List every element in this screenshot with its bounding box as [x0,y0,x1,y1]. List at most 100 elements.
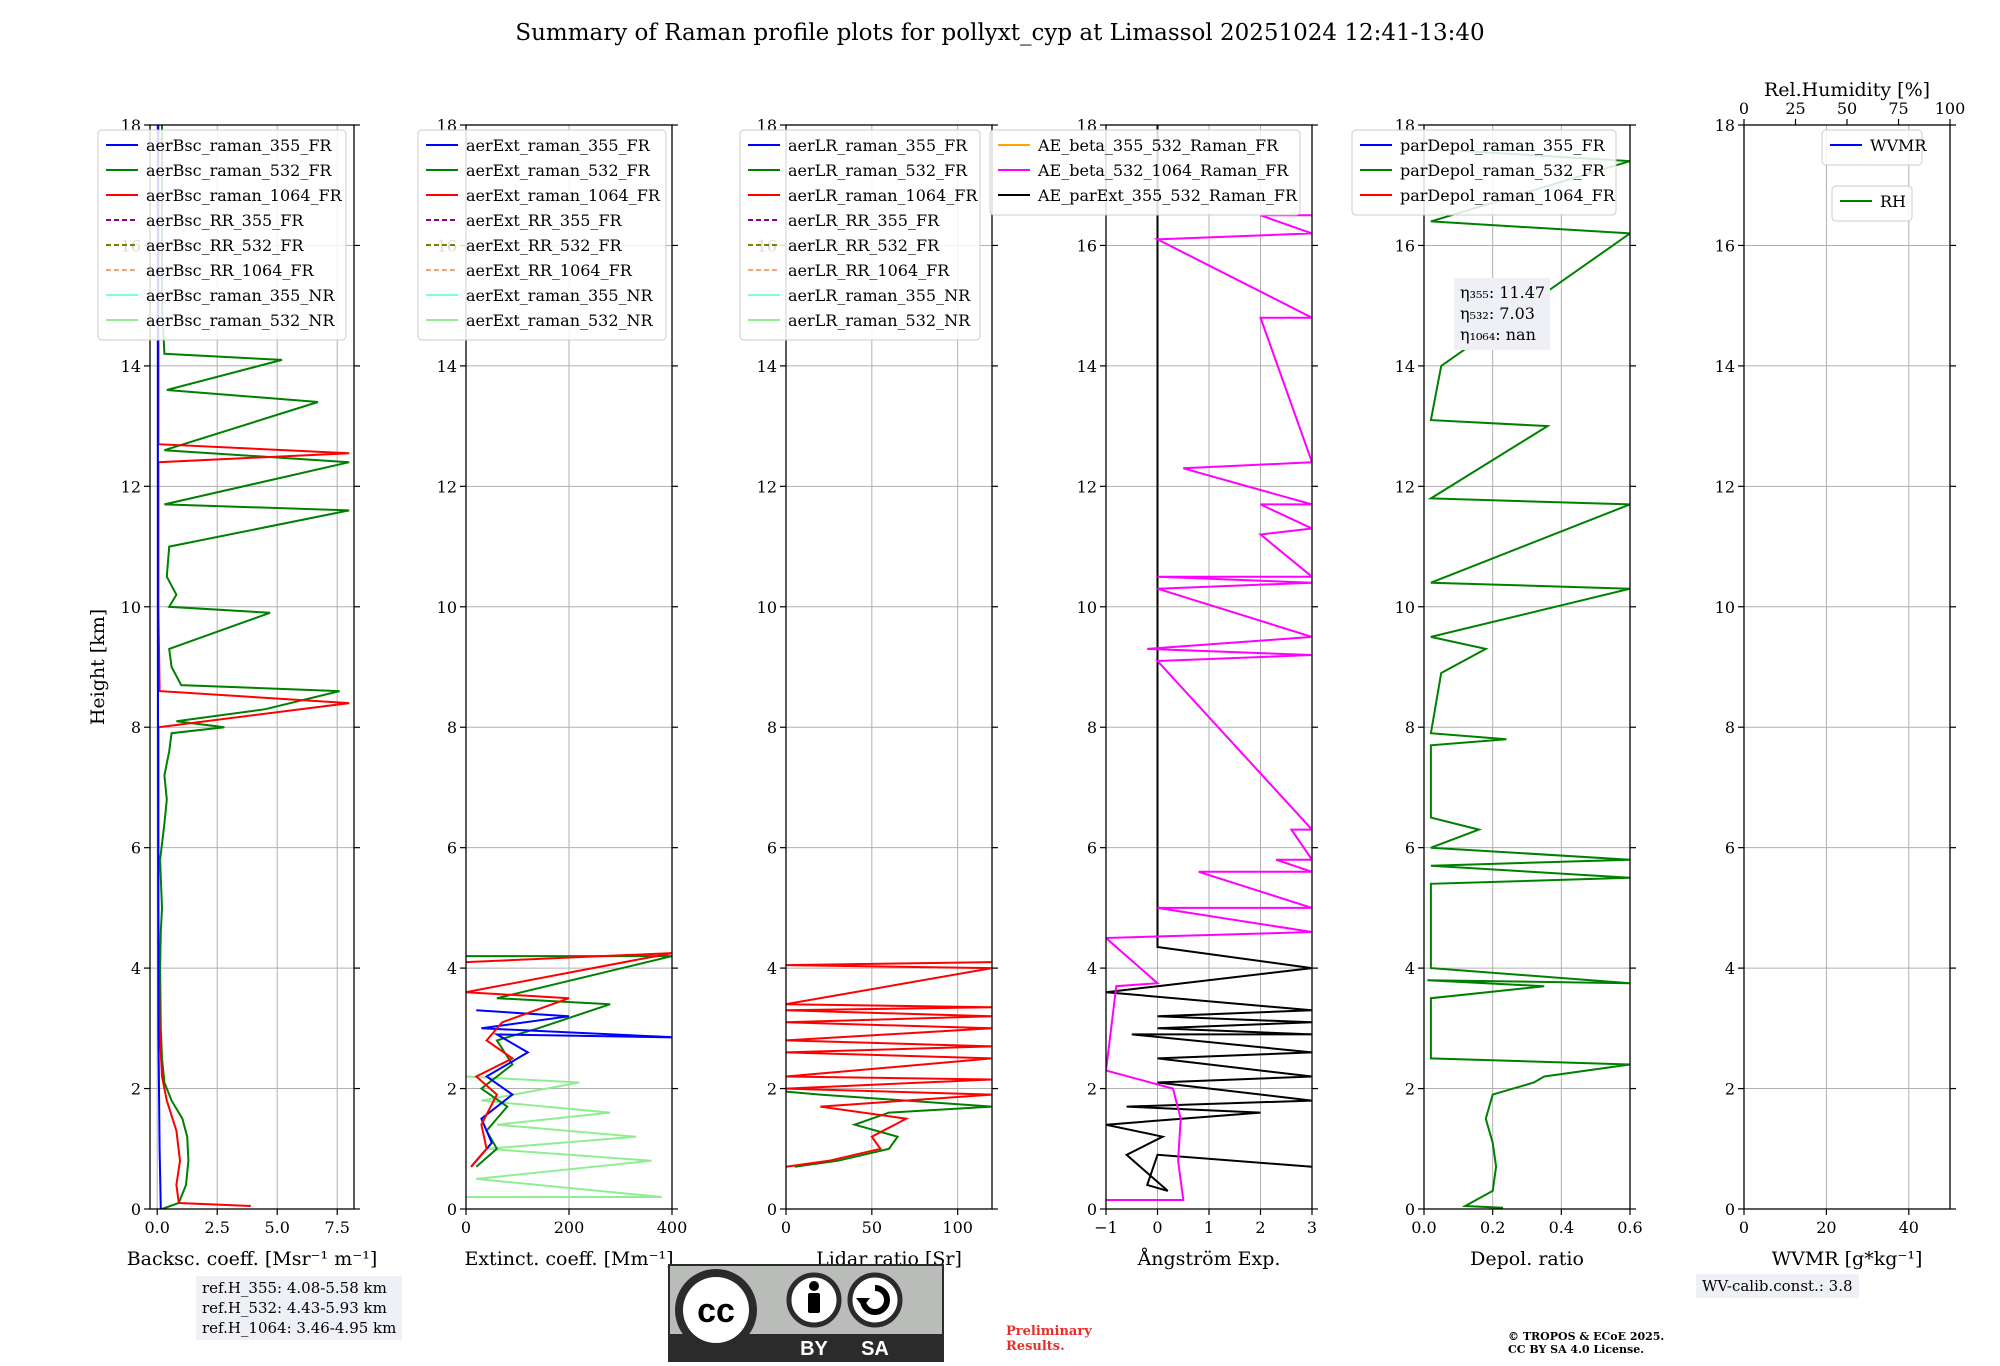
top-x-tick-label: 100 [1935,99,1966,118]
x-tick-label: 7.5 [324,1218,349,1237]
legend-box [97,129,347,341]
y-tick-label: 2 [1405,1080,1415,1099]
y-tick-label: 2 [447,1080,457,1099]
y-tick-label: 2 [1725,1080,1735,1099]
y-tick-label: 10 [121,598,141,617]
panel-lidar_ratio: 024681012141618050100Lidar ratio [Sr]aer… [739,116,998,1270]
x-tick-label: 0.0 [144,1218,169,1237]
x-tick-label: 0 [1152,1218,1162,1237]
x-axis-label: Ångström Exp. [1137,1248,1281,1270]
y-tick-label: 2 [1087,1080,1097,1099]
series-group [466,952,672,1198]
copyright-line-1: © TROPOS & ECoE 2025. [1508,1330,1665,1343]
x-tick-label: 1 [1204,1218,1214,1237]
legend-label: aerBsc_RR_1064_FR [146,261,315,280]
x-tick-label: 3 [1307,1218,1317,1237]
legend-label: aerExt_raman_532_FR [466,161,651,180]
y-tick-label: 10 [757,598,777,617]
legend-label: aerBsc_raman_1064_FR [146,186,343,205]
legend-label: aerLR_raman_532_FR [788,161,968,180]
legend-label: parDepol_raman_532_FR [1400,161,1606,180]
top-x-tick-label: 25 [1785,99,1805,118]
legend-label: aerExt_raman_355_NR [466,286,654,305]
sa-recycle-icon [847,1272,903,1328]
series-aerLR_raman_532_FR [786,1090,992,1168]
eta-label: η₃₅₅: 11.47 [1460,283,1545,302]
y-tick-label: 8 [767,718,777,737]
eta-annotation: η₃₅₅: 11.47 η₅₃₂: 7.03 η₁₀₆₄: nan [1454,278,1550,350]
y-tick-label: 2 [131,1080,141,1099]
series-parDepol_raman_532_FR [1427,148,1630,1209]
y-tick-label: 12 [121,477,141,496]
wv-calib-text: WV-calib.const.: 3.8 [1702,1277,1853,1295]
x-tick-label: 5.0 [264,1218,289,1237]
top-x-axis-label: Rel.Humidity [%] [1764,79,1930,101]
x-tick-label: 0.2 [1480,1218,1505,1237]
x-tick-label: −1 [1094,1218,1118,1237]
legend-box [1831,185,1913,222]
y-tick-label: 6 [1405,839,1415,858]
y-tick-label: 16 [1715,236,1735,255]
y-axis-label: Height [km] [87,609,109,725]
y-tick-label: 12 [1077,477,1097,496]
y-tick-label: 12 [1395,477,1415,496]
series-aerBsc_raman_532_FR [159,125,350,1209]
series-group [786,961,992,1168]
legend-box [1821,129,1923,166]
legend2-wvmr: RH [1831,185,1913,222]
y-tick-label: 4 [447,959,457,978]
legend-label: aerExt_RR_355_FR [466,211,623,230]
y-tick-label: 12 [757,477,777,496]
y-tick-label: 14 [1077,357,1097,376]
series-aerExt_raman_1064_FR [466,952,672,1168]
legend-label: aerExt_raman_532_NR [466,311,654,330]
legend-box [417,129,667,341]
legend-angstrom: AE_beta_355_532_Raman_FR AE_beta_532_1064… [989,129,1301,216]
y-tick-label: 8 [1405,718,1415,737]
series-AE_beta_532_1064_Raman_FR [1106,214,1312,1201]
series-aerLR_raman_1064_FR [786,961,992,1168]
legend-box [1351,129,1617,216]
axes-frame [1423,124,1631,1210]
series-aerBsc_raman_355_FR [156,125,162,1209]
legend-label: aerExt_raman_1064_FR [466,186,661,205]
legend-label: AE_beta_532_1064_Raman_FR [1037,161,1289,180]
eta-label: η₁₀₆₄: nan [1460,325,1536,344]
y-tick-label: 14 [437,357,457,376]
annotation-box [1454,278,1550,350]
axes-frame [149,124,355,1210]
legend-label: aerExt_RR_1064_FR [466,261,633,280]
legend-label: aerBsc_raman_355_NR [146,286,335,305]
cc-license-badge: cc BY SA [668,1264,944,1362]
y-tick-label: 10 [1395,598,1415,617]
y-tick-label: 8 [1087,718,1097,737]
y-tick-label: 4 [767,959,777,978]
cc-letters: cc [697,1292,735,1330]
y-tick-label: 6 [767,839,777,858]
legend-label: WVMR [1870,136,1927,155]
legend-label: aerLR_RR_1064_FR [788,261,950,280]
legend-label: aerLR_RR_532_FR [788,236,940,255]
y-tick-label: 4 [1725,959,1735,978]
legend-wvmr: WVMR [1821,129,1927,166]
y-tick-label: 8 [131,718,141,737]
y-tick-label: 6 [1087,839,1097,858]
by-label: BY [800,1338,828,1360]
x-tick-label: 0.4 [1549,1218,1574,1237]
legend-label: aerExt_raman_355_FR [466,136,651,155]
series-group [1106,125,1312,1201]
x-axis-label: Depol. ratio [1470,1248,1584,1270]
y-tick-label: 0 [131,1200,141,1219]
legend-label: aerBsc_raman_355_FR [146,136,332,155]
ref-h-532: ref.H_532: 4.43-5.93 km [202,1299,387,1317]
preliminary-line-2: Results. [1006,1339,1065,1354]
y-tick-label: 8 [447,718,457,737]
eta-label: η₅₃₂: 7.03 [1460,304,1535,323]
y-tick-label: 6 [447,839,457,858]
legend-label: aerBsc_RR_355_FR [146,211,304,230]
legend-label: parDepol_raman_1064_FR [1400,186,1616,205]
y-tick-label: 14 [1715,357,1735,376]
